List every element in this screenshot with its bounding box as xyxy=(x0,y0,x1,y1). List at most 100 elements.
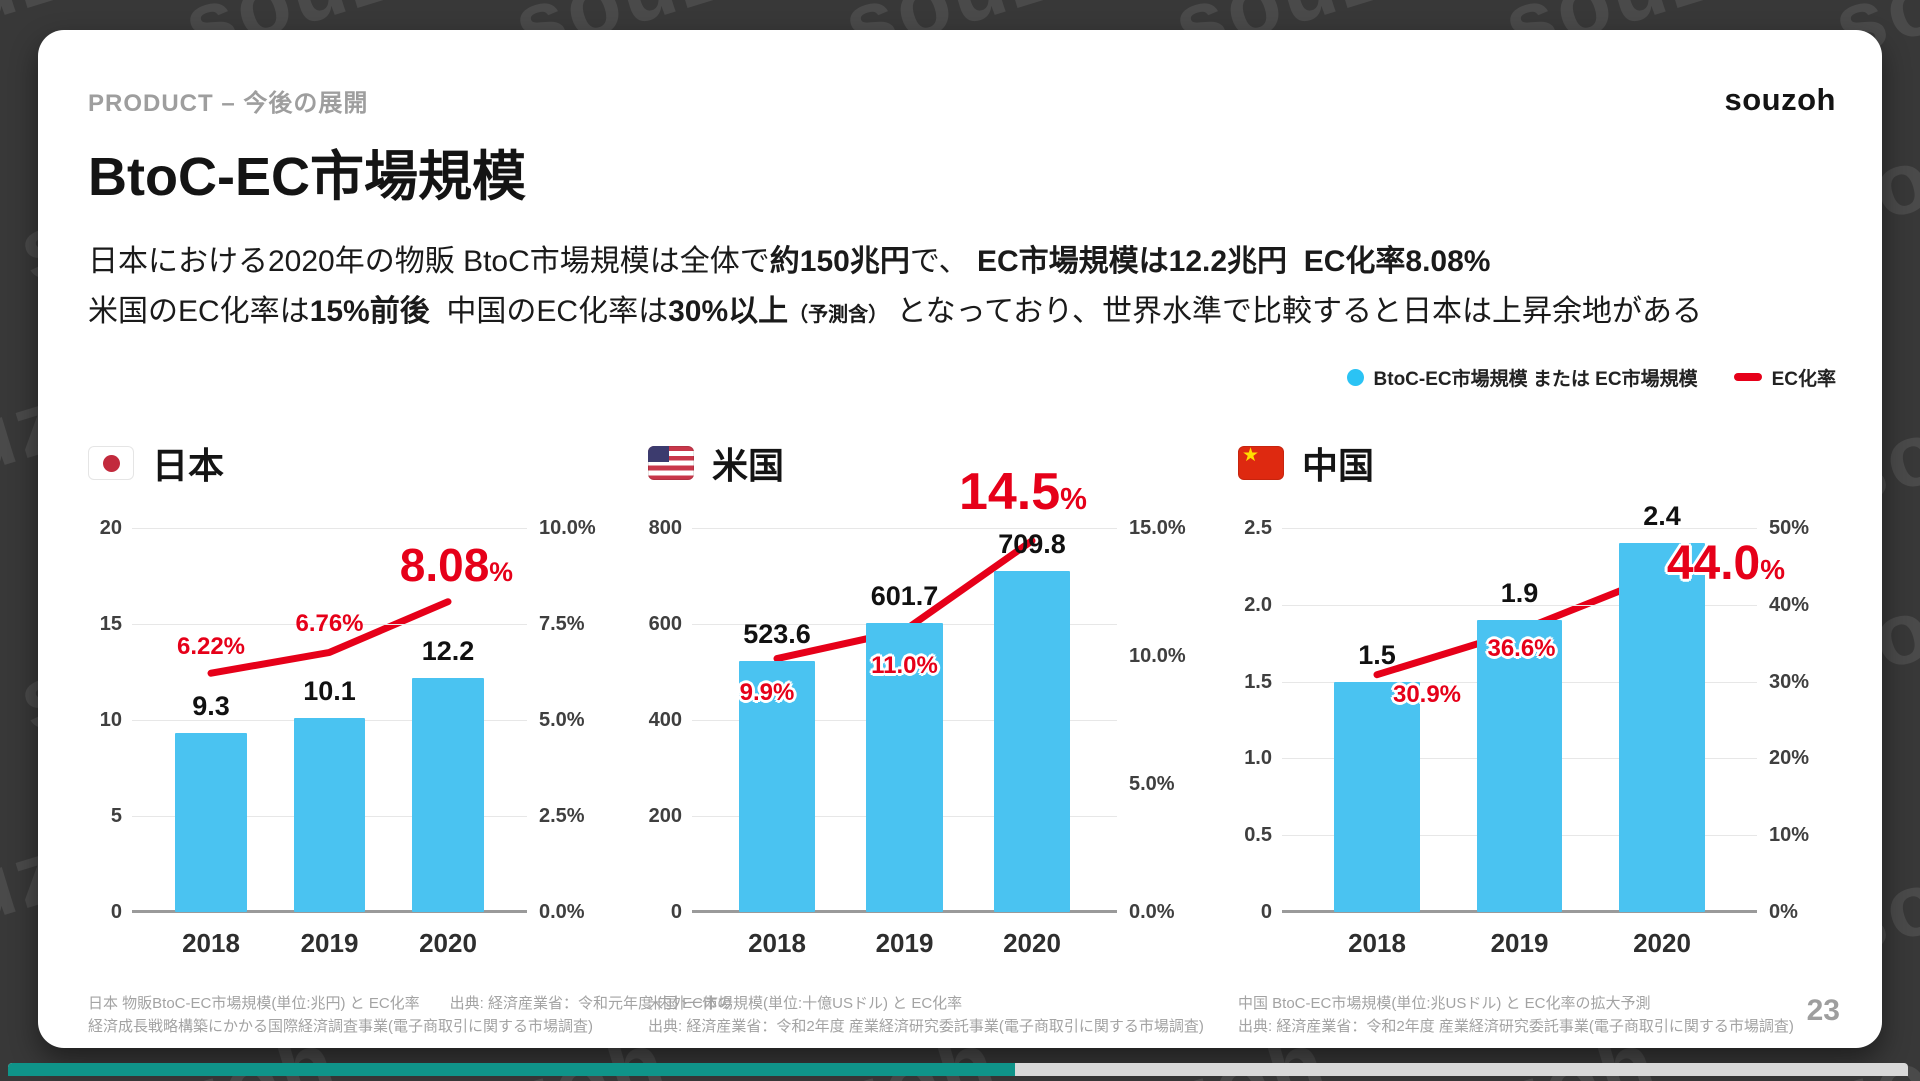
next-slide-accent-bar xyxy=(8,1063,1015,1076)
right-axis-tick: 5.0% xyxy=(1129,773,1175,795)
left-axis-tick: 1.0 xyxy=(1244,747,1272,770)
bar-value-label: 2.4 xyxy=(1643,501,1681,532)
chart-header: 日本 xyxy=(88,436,593,490)
bar-2020 xyxy=(1619,543,1705,912)
slide-eyebrow: PRODUCT – 今後の展開 xyxy=(88,90,369,117)
left-axis-tick: 800 xyxy=(648,517,682,539)
intro-segment: 日本における2020年の物販 BtoC市場規模は全体で xyxy=(88,245,770,278)
ec-rate-highlight-label: 44.0% xyxy=(1667,540,1785,588)
left-axis-tick: 15 xyxy=(99,613,122,635)
bar-2020 xyxy=(993,571,1071,912)
bar-2018 xyxy=(738,660,816,912)
right-axis: 10.0% 7.5% 5.0% 2.5% 0.0% xyxy=(527,517,596,923)
highlight-value: 8.08 xyxy=(399,539,490,591)
bar-2019 xyxy=(1476,620,1563,912)
ec-rate-point-label: 6.22% xyxy=(176,633,246,661)
plot-row: 2.5 2.0 1.5 1.0 0.5 0 1.5 1.9 2.4 30.9% 36.6% 44.0… xyxy=(1238,501,1823,923)
year-label: 2019 xyxy=(1490,928,1549,958)
left-axis-tick: 0 xyxy=(110,901,122,923)
slide-card: PRODUCT – 今後の展開 souzoh BtoC-EC市場規模 日本におけ… xyxy=(38,30,1882,1048)
souzoh-logo: souzoh xyxy=(1724,82,1836,117)
page-number: 23 xyxy=(1806,994,1840,1027)
ec-rate-point-label: 9.9% xyxy=(739,678,795,706)
chart-header: 米国 xyxy=(648,436,1183,490)
year-label: 2018 xyxy=(1348,928,1406,958)
chart-legend: BtoC-EC市場規模 または EC市場規模 EC化率 xyxy=(38,364,1836,390)
charts-row: 日本 20 15 10 5 0 9.3 10.1 12.2 6.22% 6.76% 8.08% 1… xyxy=(38,390,1882,1038)
intro-segment: EC市場規模は12.2兆円 EC化率8.08% xyxy=(976,245,1491,278)
bar-series-dot-icon xyxy=(1346,368,1364,386)
right-axis-tick: 7.5% xyxy=(539,613,585,635)
highlight-value: 14.5 xyxy=(958,463,1061,521)
right-axis-tick: 10.0% xyxy=(1129,645,1186,667)
intro-segment: 米国のEC化率は xyxy=(88,295,310,328)
left-axis-tick: 0 xyxy=(670,901,682,923)
right-axis-tick: 2.5% xyxy=(539,805,585,827)
plot-row: 20 15 10 5 0 9.3 10.1 12.2 6.22% 6.76% 8.08% 10.0… xyxy=(88,517,596,923)
left-axis-tick: 5 xyxy=(110,805,122,827)
gridline xyxy=(132,624,527,625)
intro-text: 日本における2020年の物販 BtoC市場規模は全体で約150兆円で、 EC市場… xyxy=(38,211,1882,340)
right-axis-tick: 5.0% xyxy=(539,709,585,731)
right-axis-tick: 20% xyxy=(1769,747,1810,770)
bar-2019 xyxy=(293,718,366,912)
intro-segment: で、 xyxy=(909,245,977,278)
right-axis: 50% 40% 30% 20% 10% 0% xyxy=(1757,517,1823,923)
ec-rate-highlight-label: 8.08% xyxy=(400,542,513,588)
right-axis: 15.0% 10.0% 5.0% 0.0% xyxy=(1117,517,1186,923)
ec-rate-point-label: 6.76% xyxy=(295,610,364,638)
left-axis-tick: 2.0 xyxy=(1244,593,1272,616)
country-chart-china: 中国 2.5 2.0 1.5 1.0 0.5 0 1.5 1.9 2.4 30.9% 36.6% 4… xyxy=(1238,436,1823,1038)
left-axis: 800 600 400 200 0 xyxy=(648,517,692,923)
highlight-value: 44.0 xyxy=(1666,537,1761,590)
x-axis-years: 2018 2019 2020 xyxy=(1282,918,1757,960)
year-label: 2018 xyxy=(182,928,240,958)
chart-footnote: 米国 EC市場規模(単位:十億USドル) と EC化率出典: 経済産業省：令和2… xyxy=(648,992,1204,1038)
chart-header: 中国 xyxy=(1238,436,1823,490)
plot-area: 523.6 601.7 709.8 9.9% 11.0% 14.5% xyxy=(692,466,1117,913)
chart-country-title: 日本 xyxy=(152,445,225,486)
bar-2019 xyxy=(866,623,943,912)
bar-value-label: 601.7 xyxy=(870,581,939,612)
footnote-line: 米国 EC市場規模(単位:十億USドル) と EC化率 xyxy=(648,995,963,1012)
left-axis-tick: 600 xyxy=(648,613,682,635)
country-chart-us: 米国 800 600 400 200 0 523.6 601.7 709.8 9.9% 11.0… xyxy=(648,436,1204,1038)
intro-segment: 15%前後 xyxy=(309,295,430,328)
card-header-row: PRODUCT – 今後の展開 souzoh xyxy=(38,30,1882,118)
bar-value-label: 1.9 xyxy=(1500,578,1539,609)
year-label: 2020 xyxy=(419,928,477,958)
intro-line-1: 日本における2020年の物販 BtoC市場規模は全体で約150兆円で、 EC市場… xyxy=(88,237,1832,287)
x-axis-years: 2018 2019 2020 xyxy=(692,918,1117,960)
intro-segment: となっており、世界水準で比較すると日本は上昇余地がある xyxy=(888,295,1702,328)
ec-rate-line xyxy=(207,598,452,677)
chart-country-title: 中国 xyxy=(1302,445,1375,486)
bar-value-label: 523.6 xyxy=(743,618,811,649)
left-axis-tick: 0 xyxy=(1260,901,1272,923)
right-axis-tick: 50% xyxy=(1769,517,1810,539)
gridline xyxy=(1282,604,1757,606)
plot-row: 800 600 400 200 0 523.6 601.7 709.8 9.9% 11.0% 14… xyxy=(648,466,1186,923)
footnote-line: 出典: 経済産業省：令和2年度 産業経済研究委託事業(電子商取引に関する市場調査… xyxy=(648,1018,1204,1035)
right-axis-tick: 0.0% xyxy=(1129,901,1175,923)
year-label: 2018 xyxy=(748,928,806,958)
intro-segment: 30%以上 xyxy=(668,295,789,328)
line-series-dash-icon xyxy=(1733,373,1762,381)
year-label: 2020 xyxy=(1003,928,1061,958)
bar-2018 xyxy=(1334,681,1420,912)
year-label: 2020 xyxy=(1633,928,1691,958)
country-chart-japan: 日本 20 15 10 5 0 9.3 10.1 12.2 6.22% 6.76% 8.08% 1… xyxy=(88,436,733,1038)
right-axis-tick: 30% xyxy=(1769,670,1810,693)
right-axis-tick: 0.0% xyxy=(539,901,585,923)
intro-segment: （予測含） xyxy=(788,304,889,326)
highlight-suffix: % xyxy=(1760,554,1785,585)
plot-area: 1.5 1.9 2.4 30.9% 36.6% 44.0% xyxy=(1282,501,1785,913)
left-axis-tick: 400 xyxy=(648,709,682,731)
flag-icon xyxy=(1238,446,1284,480)
left-axis-tick: 10 xyxy=(99,709,122,731)
intro-segment: 約150兆円 xyxy=(769,245,910,278)
plot-area: 9.3 10.1 12.2 6.22% 6.76% 8.08% xyxy=(132,528,527,913)
chart-footnote: 日本 物販BtoC-EC市場規模(単位:兆円) と EC化率 出典: 経済産業省… xyxy=(88,992,733,1038)
left-axis: 2.5 2.0 1.5 1.0 0.5 0 xyxy=(1238,517,1282,923)
footnote-line: 日本 物販BtoC-EC市場規模(単位:兆円) と EC化率 出典: 経済産業省… xyxy=(88,995,733,1012)
year-label: 2019 xyxy=(300,928,359,958)
